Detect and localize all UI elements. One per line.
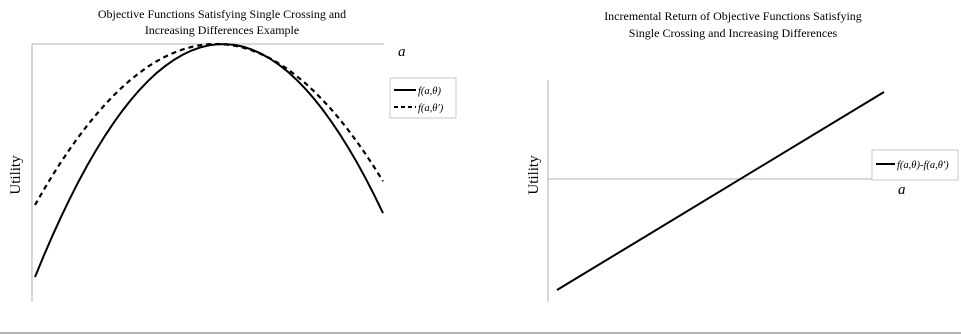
chart-right-y-label: Utility — [526, 155, 542, 195]
chart-right: Incremental Return of Objective Function… — [526, 9, 959, 302]
chart-left-series-f-theta-line — [34, 43, 384, 278]
chart-right-title-line-1: Incremental Return of Objective Function… — [604, 9, 862, 23]
chart-left-x-label: a — [398, 44, 406, 60]
chart-right-legend-box — [871, 149, 959, 181]
chart-right-x-label: a — [898, 182, 906, 198]
chart-left: Objective Functions Satisfying Single Cr… — [8, 7, 457, 302]
chart-right-title-line-2: Single Crossing and Increasing Differenc… — [629, 26, 838, 40]
chart-left-legend-box — [389, 77, 457, 119]
chart-right-legend: f(a,θ)-f(a,θ′) — [871, 149, 959, 181]
chart-right-series-difference-line — [556, 91, 885, 291]
chart-left-title-line-2: Increasing Differences Example — [145, 23, 299, 37]
chart-left-title-line-1: Objective Functions Satisfying Single Cr… — [98, 7, 346, 21]
chart-right-legend-label: f(a,θ)-f(a,θ′) — [897, 160, 949, 171]
chart-left-legend: f(a,θ) f(a,θ′) — [389, 77, 457, 119]
chart-left-y-label: Utility — [8, 155, 24, 195]
chart-left-series-f-theta-prime-line — [34, 42, 384, 206]
chart-left-legend-label-2: f(a,θ′) — [418, 103, 444, 114]
chart-left-legend-label-1: f(a,θ) — [418, 86, 441, 97]
